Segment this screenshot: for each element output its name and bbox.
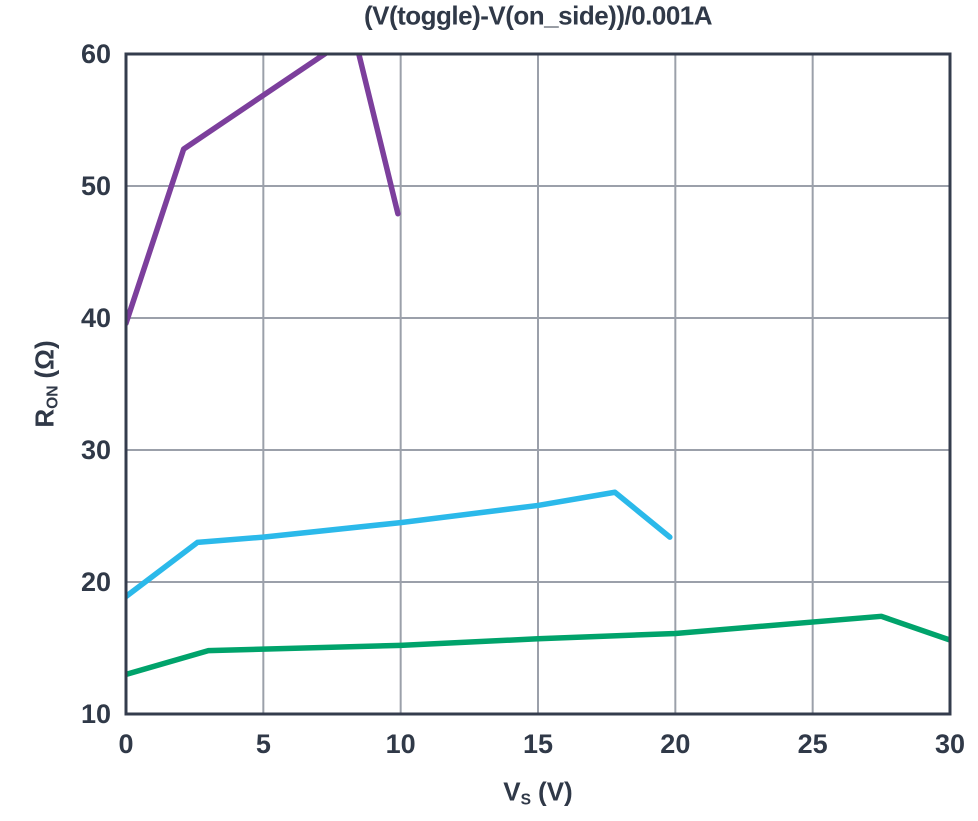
gridlines [126, 54, 950, 714]
plot-border [124, 52, 952, 716]
chart-title: (V(toggle)-V(on_side))/0.001A [363, 0, 713, 31]
x-tick-label: 25 [798, 729, 828, 759]
x-axis-label-sub: S [520, 791, 532, 809]
y-tick-label: 20 [81, 567, 111, 597]
y-tick-label: 30 [81, 435, 111, 465]
x-tick-label: 15 [523, 729, 553, 759]
y-tick-label: 60 [81, 39, 111, 69]
y-tick-label: 40 [81, 303, 111, 333]
series-line-purple [126, 54, 401, 327]
x-axis-label-base: V [503, 776, 521, 807]
series-group [126, 54, 950, 678]
x-tick-label: 5 [256, 729, 271, 759]
x-axis-label: VS (V) [503, 776, 572, 809]
series-line-cyan [126, 489, 673, 600]
y-tick-label: 50 [81, 171, 111, 201]
x-tick-label: 30 [935, 729, 965, 759]
x-tick-label: 0 [118, 729, 133, 759]
series-line-green [126, 613, 950, 678]
y-tick-label: 10 [81, 699, 111, 729]
x-tick-label: 10 [386, 729, 416, 759]
x-axis-label-unit: (V) [538, 776, 573, 807]
tick-labels: 0 5 10 15 20 25 30 10 20 30 40 50 60 [81, 39, 965, 759]
x-tick-label: 20 [660, 729, 690, 759]
